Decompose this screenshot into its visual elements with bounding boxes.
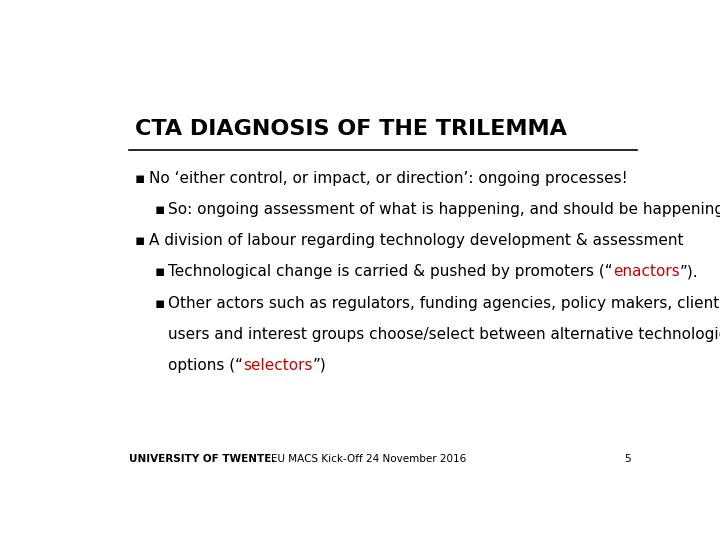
Text: Other actors such as regulators, funding agencies, policy makers, clients,: Other actors such as regulators, funding…	[168, 295, 720, 310]
Text: options (“: options (“	[168, 358, 243, 373]
Text: EU MACS Kick-Off 24 November 2016: EU MACS Kick-Off 24 November 2016	[271, 454, 467, 464]
Text: UNIVERSITY OF TWENTE.: UNIVERSITY OF TWENTE.	[129, 454, 276, 464]
Text: ▪: ▪	[154, 202, 165, 217]
Text: ▪: ▪	[135, 233, 145, 248]
Text: ”).: ”).	[680, 265, 698, 279]
Text: users and interest groups choose/select between alternative technological: users and interest groups choose/select …	[168, 327, 720, 342]
Text: A division of labour regarding technology development & assessment: A division of labour regarding technolog…	[148, 233, 683, 248]
Text: selectors: selectors	[243, 358, 312, 373]
Text: 5: 5	[625, 454, 631, 464]
Text: ▪: ▪	[135, 171, 145, 186]
Text: ▪: ▪	[154, 295, 165, 310]
Text: Technological change is carried & pushed by promoters (“: Technological change is carried & pushed…	[168, 265, 613, 279]
Text: ▪: ▪	[154, 265, 165, 279]
Text: enactors: enactors	[613, 265, 680, 279]
Text: ”): ”)	[312, 358, 326, 373]
Text: So: ongoing assessment of what is happening, and should be happening: So: ongoing assessment of what is happen…	[168, 202, 720, 217]
Text: CTA DIAGNOSIS OF THE TRILEMMA: CTA DIAGNOSIS OF THE TRILEMMA	[135, 119, 567, 139]
Text: No ‘either control, or impact, or direction’: ongoing processes!: No ‘either control, or impact, or direct…	[148, 171, 627, 186]
